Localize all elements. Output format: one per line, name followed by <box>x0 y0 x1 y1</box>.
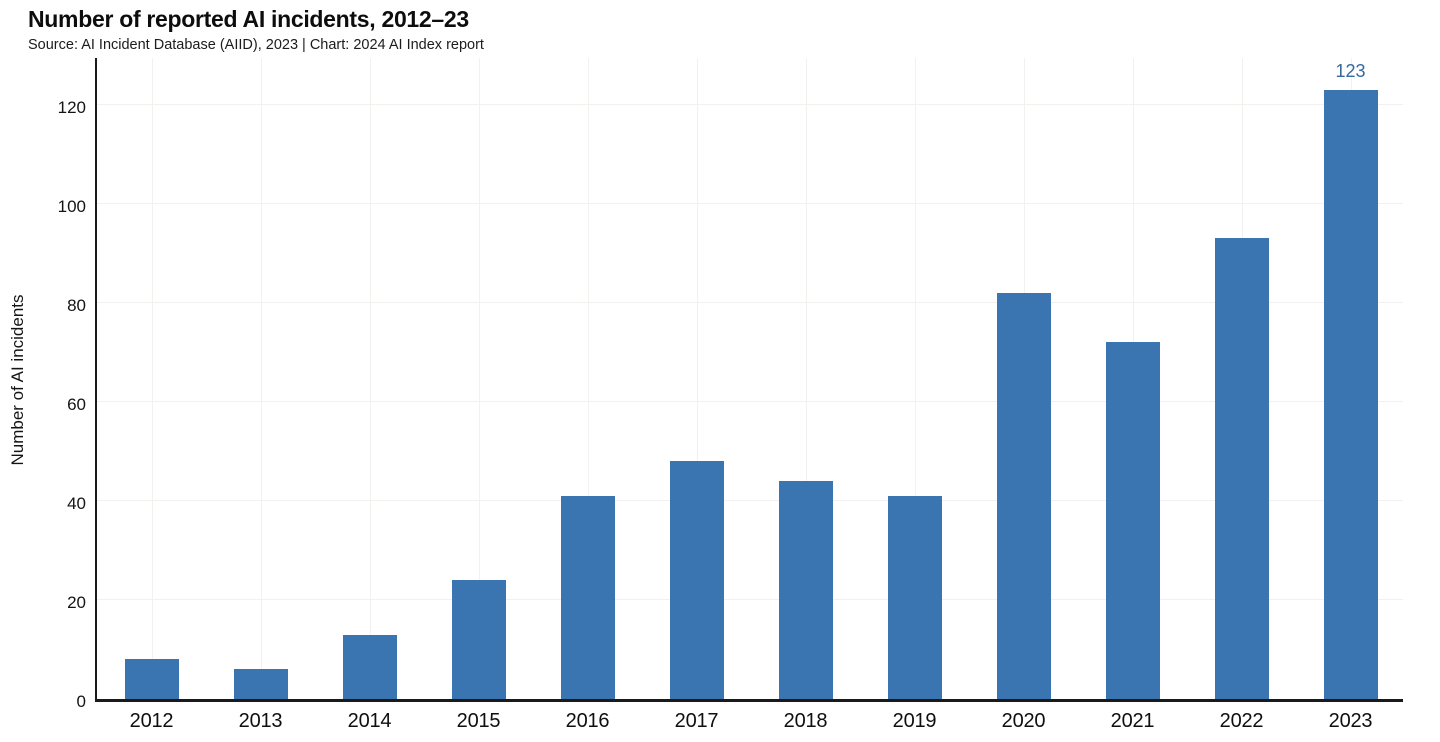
bar-2014 <box>342 634 397 699</box>
x-tick-label: 2012 <box>129 710 174 732</box>
chart-title: Number of reported AI incidents, 2012–23 <box>28 6 469 32</box>
y-tick-label: 0 <box>76 692 86 711</box>
gridline-horizontal <box>97 302 1403 304</box>
y-tick-label: 40 <box>67 493 86 513</box>
y-tick-label: 80 <box>67 295 86 315</box>
chart-source-line: Source: AI Incident Database (AIID), 202… <box>28 36 484 53</box>
bar-2019 <box>887 495 942 699</box>
bar-2012 <box>124 659 179 699</box>
category-column: 2016 <box>533 58 642 732</box>
category-column: 2012 <box>97 58 206 732</box>
bar-2021 <box>1105 342 1160 699</box>
bar-2020 <box>996 292 1051 699</box>
bar-2015 <box>451 580 506 699</box>
gridline-horizontal <box>97 203 1403 205</box>
x-tick-label: 2018 <box>783 710 828 732</box>
gridline-vertical <box>260 58 262 699</box>
bar-2023 <box>1323 89 1378 699</box>
x-tick-label: 2022 <box>1219 710 1264 732</box>
y-axis-tick-labels: 0 20 40 60 80 100 120 <box>0 58 86 711</box>
gridline-horizontal <box>97 104 1403 106</box>
x-tick-label: 2020 <box>1001 710 1046 732</box>
category-column: 2013 <box>206 58 315 732</box>
gridline-horizontal <box>97 500 1403 502</box>
x-tick-label: 2019 <box>892 710 937 732</box>
gridline-vertical <box>587 58 589 699</box>
category-column: 2022 <box>1187 58 1296 732</box>
category-column: 2014 <box>315 58 424 732</box>
bar-2022 <box>1214 238 1269 699</box>
gridline-vertical <box>914 58 916 699</box>
gridline-vertical <box>369 58 371 699</box>
x-tick-label: 2014 <box>347 710 392 732</box>
x-tick-label: 2013 <box>238 710 283 732</box>
category-column: 2017 <box>642 58 751 732</box>
category-column: 2020 <box>969 58 1078 732</box>
chart-header: Number of reported AI incidents, 2012–23… <box>28 6 484 53</box>
bar-2013 <box>233 669 288 699</box>
x-tick-label: 2023 <box>1328 710 1373 732</box>
y-tick-label: 100 <box>57 196 86 216</box>
category-column: 2015 <box>424 58 533 732</box>
category-column: 2018 <box>751 58 860 732</box>
x-tick-label: 2016 <box>565 710 610 732</box>
y-tick-label: 120 <box>57 97 86 117</box>
category-column: 2023 123 <box>1296 58 1405 732</box>
y-tick-label: 20 <box>67 592 86 612</box>
gridline-vertical <box>478 58 480 699</box>
bar-2016 <box>560 495 615 699</box>
y-tick-label: 60 <box>67 394 86 414</box>
gridline-vertical <box>151 58 153 699</box>
x-tick-label: 2017 <box>674 710 719 732</box>
bar-2017 <box>669 461 724 699</box>
plot-area: 2012 2013 2014 2015 2016 2017 2018 2019 2020 2021… <box>95 58 1405 732</box>
x-tick-label: 2021 <box>1110 710 1155 732</box>
category-column: 2021 <box>1078 58 1187 732</box>
gridline-horizontal <box>97 599 1403 601</box>
gridline-horizontal <box>97 401 1403 403</box>
gridline-vertical <box>805 58 807 699</box>
category-column: 2019 <box>860 58 969 732</box>
bar-value-label: 123 <box>1335 60 1366 81</box>
gridline-vertical <box>696 58 698 699</box>
x-tick-label: 2015 <box>456 710 501 732</box>
bar-2018 <box>778 481 833 699</box>
